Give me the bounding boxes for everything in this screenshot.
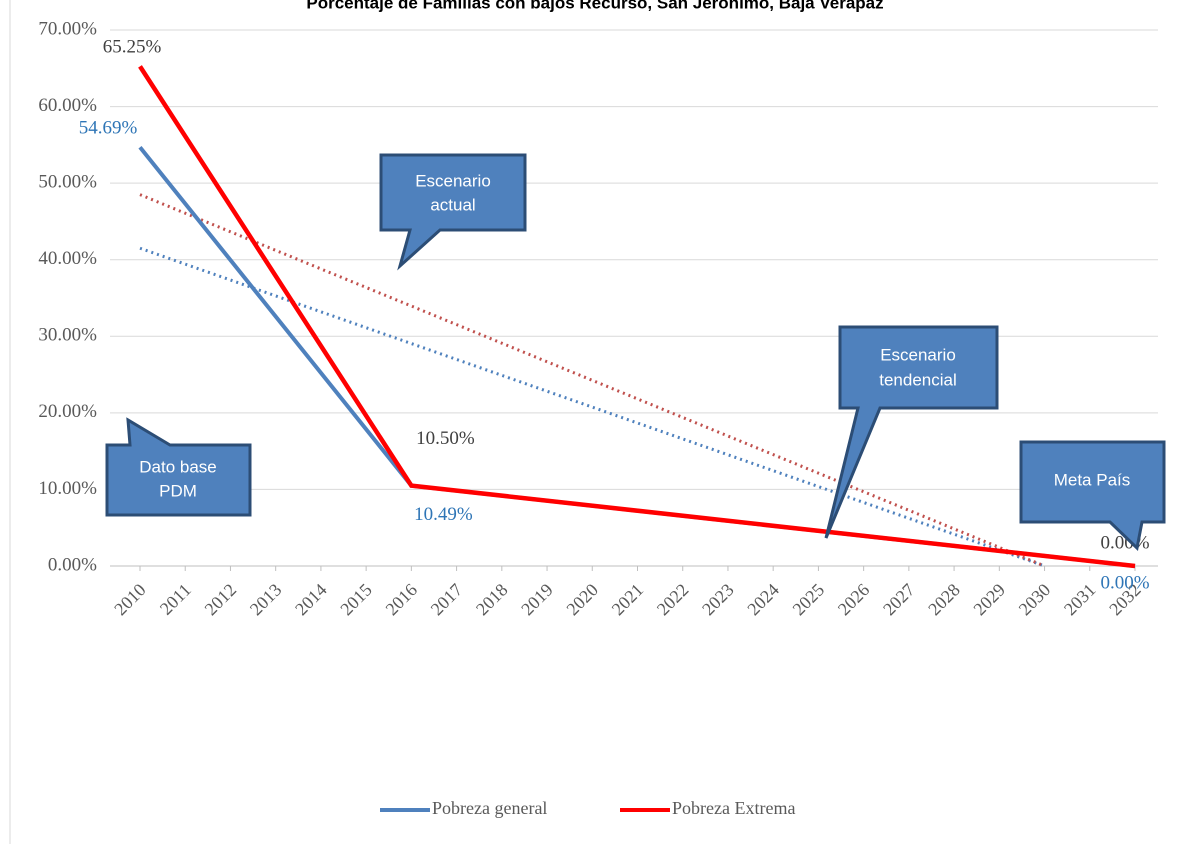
x-tick-label: 2010 (110, 580, 150, 620)
y-tick-label: 20.00% (38, 401, 97, 422)
callout-shape (824, 325, 999, 539)
legend-label: Pobreza general (432, 798, 547, 818)
x-tick-label: 2015 (336, 580, 376, 620)
callout-text: PDM (159, 481, 197, 500)
callout: Dato base PDM (105, 417, 252, 517)
series-line (138, 65, 1136, 569)
x-tick-label: 2017 (427, 580, 467, 620)
callout: Meta País (1019, 440, 1166, 551)
callout-text: Escenario (415, 171, 491, 190)
data-label: 65.25% (103, 37, 162, 58)
x-tick-label: 2031 (1060, 580, 1100, 620)
y-tick-label: 10.00% (38, 478, 97, 499)
x-tick-label: 2024 (743, 580, 783, 620)
x-tick-label: 2014 (291, 580, 331, 620)
y-tick-label: 50.00% (38, 172, 97, 193)
legend-label: Pobreza Extrema (672, 798, 795, 818)
x-tick-label: 2022 (653, 580, 693, 620)
y-tick-label: 60.00% (38, 95, 97, 116)
y-tick-label: 40.00% (38, 248, 97, 269)
trendline (139, 193, 1046, 568)
data-label: 54.69% (79, 118, 138, 139)
plot: 0.00% 10.00% 20.00% 30.00% 40.00% 50.00% 60.00… (38, 18, 1158, 619)
x-tick-label: 2011 (156, 580, 195, 619)
x-tick-label: 2027 (879, 580, 919, 620)
x-tick-label: 2023 (698, 580, 738, 620)
data-label: 10.50% (416, 428, 475, 449)
x-tick-label: 2025 (789, 580, 829, 620)
x-tick-label: 2026 (834, 580, 874, 620)
x-tick-label: 2019 (517, 580, 557, 620)
callout-text: actual (430, 195, 475, 214)
y-tick-label: 0.00% (48, 554, 97, 575)
x-tick-label: 2013 (246, 580, 286, 620)
x-tick-label: 2021 (608, 580, 648, 620)
y-tick-label: 30.00% (38, 325, 97, 346)
x-tick-label: 2018 (472, 580, 512, 620)
callout-text: tendencial (879, 370, 957, 389)
callout-text: Escenario (880, 345, 956, 364)
callout: Escenario tendencial (824, 325, 999, 539)
data-label: 10.49% (414, 504, 473, 525)
x-tick-label: 2012 (201, 580, 241, 620)
trendline (139, 246, 1046, 568)
x-tick-label: 2016 (382, 580, 422, 620)
legend: Pobreza general Pobreza Extrema (380, 798, 795, 818)
callout-text: Dato base (139, 457, 217, 476)
x-tick-label: 2028 (924, 580, 964, 620)
y-tick-label: 70.00% (38, 18, 97, 39)
data-label: 0.00% (1100, 572, 1149, 593)
x-tick-label: 2020 (562, 580, 602, 620)
callout-text: Meta País (1054, 470, 1131, 489)
chart-title: Porcentaje de Familias con bajos Recurso… (306, 0, 883, 12)
callout-shape (105, 417, 252, 517)
x-tick-label: 2029 (969, 580, 1009, 620)
callout-shape (1019, 440, 1166, 551)
callout: Escenario actual (379, 153, 527, 271)
x-tick-label: 2030 (1015, 580, 1055, 620)
callout-shape (379, 153, 527, 271)
